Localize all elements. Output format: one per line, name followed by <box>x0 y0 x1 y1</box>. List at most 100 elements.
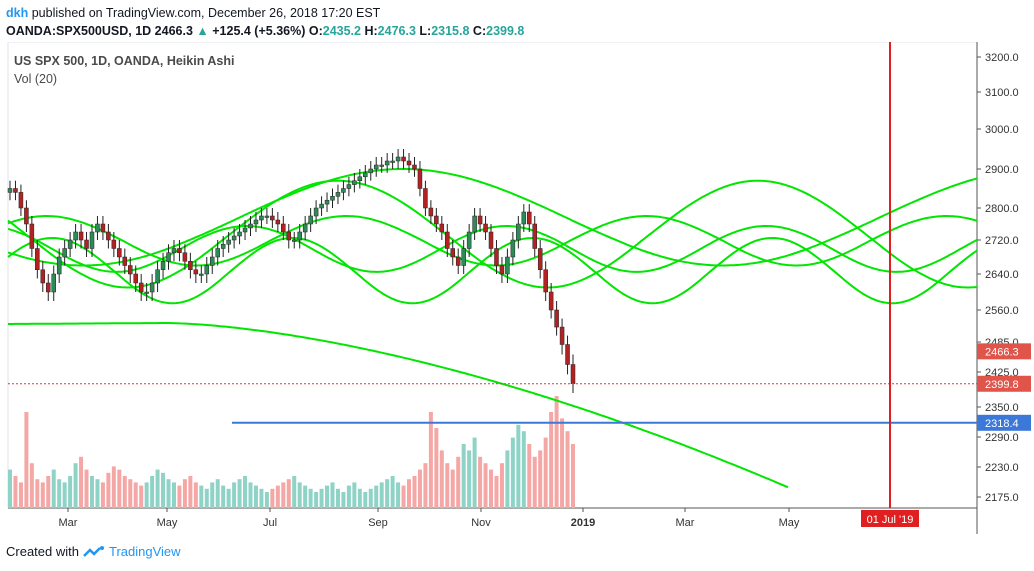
brand-link[interactable]: TradingView <box>108 544 181 559</box>
high-label: H: <box>364 24 378 38</box>
price-tick-label: 2560.0 <box>985 305 1019 317</box>
candle <box>483 223 488 233</box>
volume-bar <box>335 488 340 508</box>
symbol-name: OANDA:SPX500USD, 1D <box>6 24 152 38</box>
price-tick-label: 3200.0 <box>985 52 1019 64</box>
volume-bar <box>472 437 477 508</box>
candle <box>18 192 24 209</box>
volume-bar <box>270 488 275 508</box>
candle <box>466 231 472 249</box>
candle <box>111 239 117 249</box>
time-tick-label: Mar <box>59 517 78 529</box>
volume-bar <box>139 485 144 508</box>
volume-bar <box>117 469 122 508</box>
price-tick-label: 2800.0 <box>985 203 1019 215</box>
candle <box>215 248 220 258</box>
volume-bar <box>352 482 357 508</box>
candle <box>286 231 292 241</box>
volume-bar <box>199 485 204 508</box>
volume-bar <box>106 472 111 508</box>
volume-bar <box>35 479 40 508</box>
candle <box>226 239 231 245</box>
volume-bar <box>57 479 62 508</box>
candle <box>390 160 395 163</box>
time-tick-label: May <box>779 517 800 529</box>
candle <box>95 223 100 233</box>
candle <box>548 291 554 311</box>
low-value: 2315.8 <box>431 24 470 38</box>
volume-bar <box>363 492 368 508</box>
candle <box>543 269 548 293</box>
volume-bar <box>128 479 133 508</box>
price-label-box <box>977 343 1031 360</box>
trend-arc <box>8 322 789 489</box>
volume-bar <box>51 469 56 508</box>
price-tick-label: 2290.0 <box>985 432 1019 444</box>
author-name[interactable]: dkh <box>6 6 29 20</box>
volume-bar <box>84 469 89 508</box>
candle <box>537 248 543 270</box>
volume-bar <box>374 485 379 508</box>
volume-bar <box>292 476 297 508</box>
candle <box>445 231 450 249</box>
volume-bar <box>368 488 373 508</box>
candle <box>144 291 149 294</box>
footer: Created with TradingView <box>6 544 181 559</box>
plot-frame <box>7 42 978 509</box>
price-chart[interactable]: 2175.02230.02290.02350.02425.02485.02560… <box>0 42 1034 534</box>
candle <box>7 188 13 193</box>
volume-bar <box>8 469 12 508</box>
price-label: 2466.3 <box>985 346 1019 358</box>
volume-bar <box>478 456 483 508</box>
price-tick-label: 3100.0 <box>985 87 1019 99</box>
volume-bar <box>434 428 439 508</box>
volume-bar <box>390 476 395 508</box>
volume-bar <box>226 488 231 508</box>
chart-legend: US SPX 500, 1D, OANDA, Heikin Ashi Vol (… <box>14 52 234 88</box>
candle <box>379 164 384 167</box>
date-marker-label: 01 Jul '19 <box>867 514 914 526</box>
volume-bar <box>401 485 406 508</box>
volume-bar <box>325 485 330 508</box>
price-tick-label: 2350.0 <box>985 402 1019 414</box>
candle <box>346 184 352 189</box>
volume-bar <box>308 488 313 508</box>
volume-bar <box>248 482 253 508</box>
volume-bar <box>412 476 417 508</box>
time-tick-label: Sep <box>368 517 388 529</box>
candle <box>209 256 215 266</box>
volume-bar <box>510 437 515 508</box>
volume-bar <box>560 418 565 508</box>
volume-bar <box>527 444 532 508</box>
candle <box>155 269 160 284</box>
volume-bar <box>423 463 428 508</box>
candle <box>73 231 78 241</box>
candle <box>302 223 308 233</box>
volume-bar <box>565 431 570 508</box>
candle <box>24 207 29 225</box>
price-tick-label: 2640.0 <box>985 269 1019 281</box>
candle <box>199 273 204 276</box>
volume-bar <box>379 482 384 508</box>
candle <box>100 223 106 233</box>
volume-bar <box>532 456 537 508</box>
volume-bar <box>428 412 433 508</box>
date-marker-box <box>861 510 919 527</box>
candle <box>319 203 324 209</box>
close-label: C: <box>472 24 487 38</box>
volume-bar <box>193 482 198 508</box>
candle <box>133 273 138 284</box>
time-tick-label: 2019 <box>571 517 595 529</box>
candle <box>439 223 445 233</box>
candle <box>248 223 253 229</box>
volume-bar <box>385 479 390 508</box>
ohlc-row: OANDA:SPX500USD, 1D 2466.3 ▲ +125.4 (+5.… <box>6 22 1026 40</box>
volume-bar <box>62 482 67 508</box>
candle <box>89 231 95 249</box>
chart-area[interactable]: 2175.0 2230.0 2290.0 2350.0 2425.0 2485.0 2560… <box>0 42 1034 534</box>
volume-bar <box>543 437 548 508</box>
candle <box>527 211 532 225</box>
candle <box>417 168 423 189</box>
volume-bar <box>166 479 171 508</box>
candle <box>395 156 401 162</box>
